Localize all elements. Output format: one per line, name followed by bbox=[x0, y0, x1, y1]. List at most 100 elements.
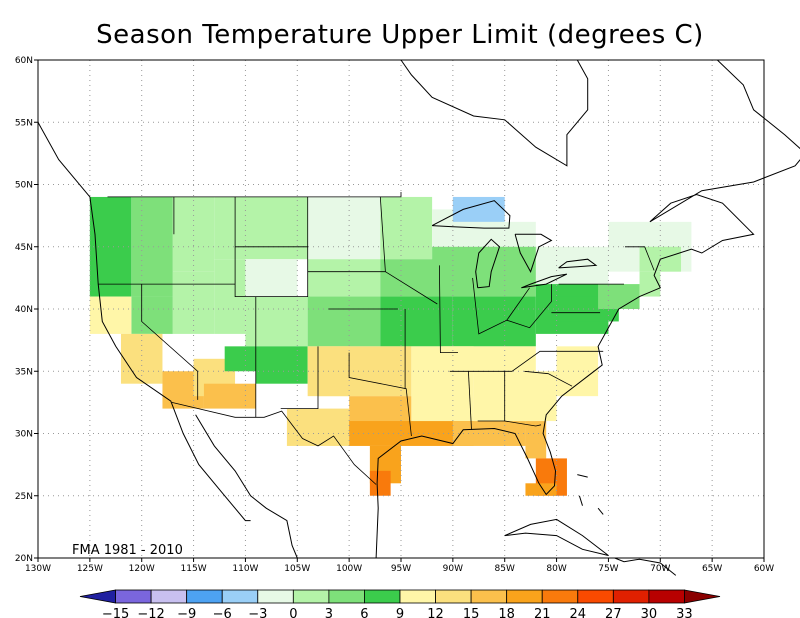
grid-cell bbox=[131, 296, 173, 334]
colorbar-label: 30 bbox=[641, 607, 658, 618]
grid-cell bbox=[473, 371, 557, 422]
colorbar-swatch bbox=[186, 589, 223, 604]
grid-cell bbox=[639, 271, 661, 297]
grid-cell bbox=[172, 196, 215, 272]
colorbar-swatch bbox=[150, 589, 188, 604]
grid-cell bbox=[556, 346, 599, 397]
grid-cell bbox=[214, 196, 308, 260]
border-line bbox=[348, 352, 412, 437]
lon-tick-label: 105W bbox=[284, 564, 310, 574]
grid-cell bbox=[598, 284, 640, 309]
grid-cell bbox=[525, 421, 547, 459]
border-line bbox=[506, 287, 530, 321]
lon-tick-label: 110W bbox=[232, 564, 258, 574]
grid-cell bbox=[307, 196, 381, 260]
colorbar-swatch bbox=[577, 589, 614, 604]
border-line bbox=[468, 371, 472, 430]
lon-tick-label: 60W bbox=[754, 564, 774, 574]
grid-cell bbox=[245, 296, 308, 347]
coastline bbox=[578, 495, 583, 506]
lon-tick-label: 130W bbox=[25, 564, 51, 574]
lat-tick-label: 40N bbox=[15, 305, 33, 315]
grid-cell bbox=[286, 408, 350, 446]
graticule bbox=[38, 60, 764, 558]
lon-tick-label: 95W bbox=[391, 564, 411, 574]
grid-cell bbox=[131, 196, 173, 297]
colorbar-label: −6 bbox=[213, 607, 232, 618]
grid-cell bbox=[203, 383, 256, 409]
colorbar-swatch bbox=[506, 589, 543, 604]
coastline bbox=[400, 59, 589, 167]
colorbar-label: −12 bbox=[137, 607, 164, 618]
border-line bbox=[439, 265, 458, 353]
coastline bbox=[521, 273, 568, 289]
colorbar: −15 −12 −9 −6 −3 0 3 6 9 12 15 18 21 24 27 30 33 bbox=[79, 589, 721, 618]
colorbar-label: −9 bbox=[177, 607, 196, 618]
lat-tick-label: 25N bbox=[15, 492, 33, 502]
colorbar-swatch bbox=[292, 589, 330, 604]
lat-tick-label: 45N bbox=[15, 243, 33, 253]
colorbar-label: 3 bbox=[325, 607, 333, 618]
lon-tick-label: 125W bbox=[77, 564, 103, 574]
grid-cell bbox=[318, 346, 412, 397]
coastline bbox=[597, 507, 604, 515]
lon-tick-label: 100W bbox=[336, 564, 362, 574]
grid-cell bbox=[307, 296, 381, 347]
colorbar-swatch bbox=[328, 589, 365, 604]
colorbar-swatch bbox=[541, 589, 579, 604]
grid-cell bbox=[442, 346, 536, 372]
border-line bbox=[504, 420, 542, 427]
colorbar-arrow-high bbox=[684, 589, 721, 604]
colorbar-swatch bbox=[648, 589, 685, 604]
lon-tick-label: 80W bbox=[546, 564, 566, 574]
temperature-grid bbox=[89, 196, 692, 496]
colorbar-swatch bbox=[115, 589, 152, 604]
grid-cell bbox=[224, 346, 256, 372]
colorbar-swatch bbox=[470, 589, 508, 604]
border-line bbox=[625, 246, 655, 271]
colorbar-label: −15 bbox=[102, 607, 129, 618]
colorbar-swatch bbox=[435, 589, 472, 604]
colorbar-label: 6 bbox=[360, 607, 368, 618]
lat-tick-label: 55N bbox=[15, 118, 33, 128]
border-line bbox=[449, 350, 604, 372]
lon-tick-label: 85W bbox=[495, 564, 515, 574]
grid-cell bbox=[89, 296, 132, 334]
colorbar-swatch bbox=[364, 589, 401, 604]
border-line bbox=[107, 192, 402, 198]
grid-cell bbox=[432, 246, 536, 297]
colorbar-label: −3 bbox=[248, 607, 267, 618]
longitude-ticks: 130W 125W 120W 115W 110W 105W 100W 95W 90W 85W 80W… bbox=[25, 558, 774, 574]
grid-cell bbox=[452, 196, 505, 222]
coastline bbox=[614, 557, 677, 576]
colorbar-swatch bbox=[221, 589, 259, 604]
lat-tick-label: 35N bbox=[15, 367, 33, 377]
border-line bbox=[472, 277, 552, 335]
colorbar-label: 21 bbox=[534, 607, 551, 618]
grid-cell bbox=[172, 271, 215, 334]
grid-cell bbox=[380, 296, 453, 347]
lon-tick-label: 90W bbox=[443, 564, 463, 574]
lon-tick-label: 70W bbox=[650, 564, 670, 574]
colorbar-label: 24 bbox=[570, 607, 587, 618]
colorbar-label: 15 bbox=[463, 607, 480, 618]
grid-cell bbox=[255, 346, 308, 384]
colorbar-label: 12 bbox=[427, 607, 444, 618]
coastline bbox=[431, 200, 511, 229]
colorbar-label: 27 bbox=[605, 607, 622, 618]
lat-tick-label: 20N bbox=[15, 554, 33, 564]
grid-cell bbox=[369, 470, 391, 496]
grid-cell bbox=[380, 196, 433, 260]
grid-cell bbox=[120, 333, 163, 384]
grid-cell bbox=[452, 296, 536, 347]
lon-tick-label: 65W bbox=[702, 564, 722, 574]
colorbar-swatch bbox=[612, 589, 650, 604]
period-label: FMA 1981 - 2010 bbox=[72, 543, 183, 558]
coastline bbox=[558, 258, 598, 269]
colorbar-arrow-low bbox=[79, 589, 116, 604]
latitude-ticks: 20N 25N 30N 35N 40N 45N 50N 55N 60N bbox=[15, 56, 38, 564]
grid-cell bbox=[89, 196, 132, 297]
colorbar-swatch bbox=[257, 589, 294, 604]
coastline bbox=[514, 233, 553, 273]
